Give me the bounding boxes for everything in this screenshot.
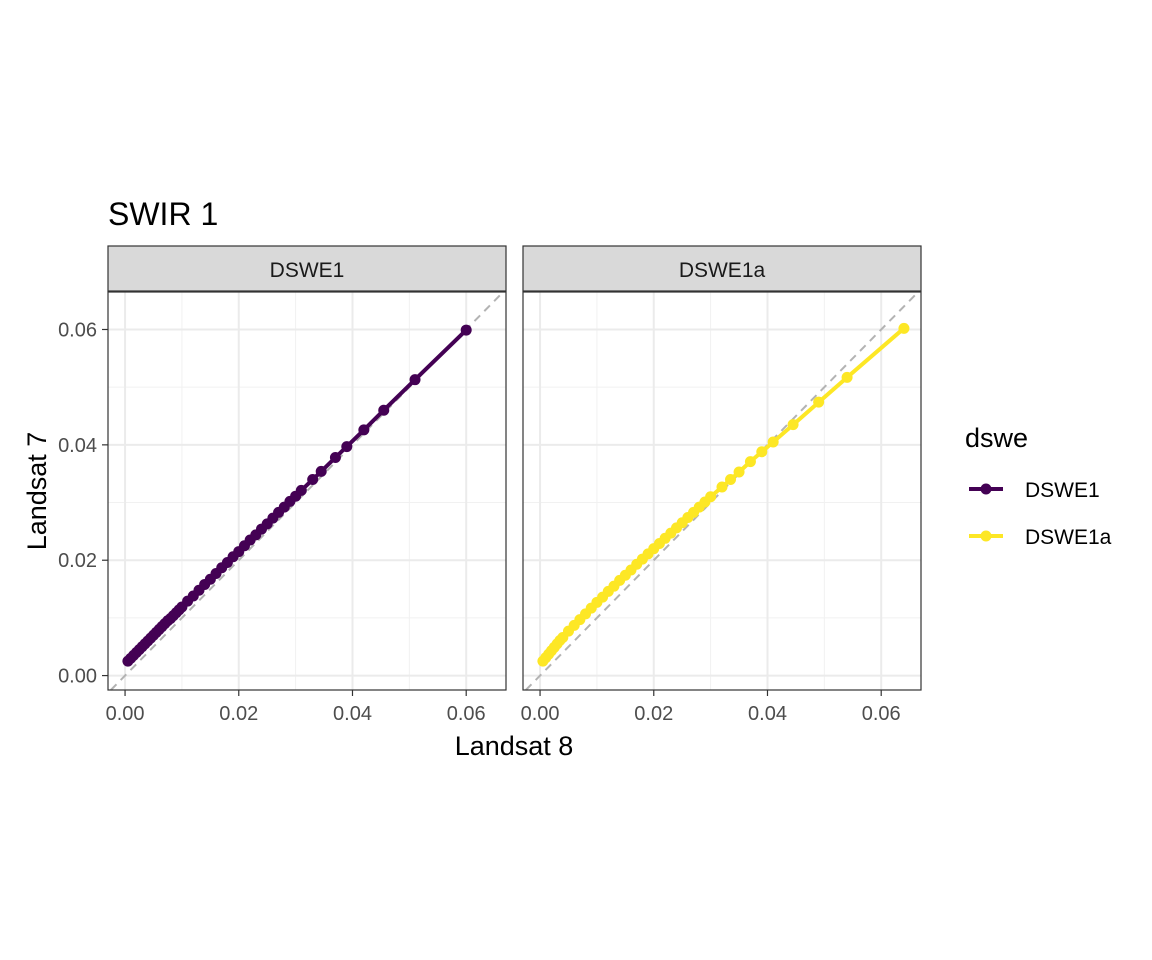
y-tick-label: 0.04 (58, 435, 97, 457)
x-tick-label: 0.06 (862, 703, 901, 725)
x-tick-label: 0.06 (447, 703, 486, 725)
x-tick-label: 0.02 (219, 703, 258, 725)
y-tick-label: 0.06 (58, 319, 97, 341)
data-point (841, 371, 853, 383)
data-point (716, 481, 728, 493)
data-point (409, 374, 421, 386)
reference-line-identity (525, 291, 919, 691)
y-tick-label: 0.00 (58, 666, 97, 688)
data-point (898, 322, 910, 334)
legend-label: DSWE1 (1025, 479, 1100, 502)
data-point (767, 436, 779, 448)
y-tick-label: 0.02 (58, 550, 97, 572)
x-tick-label: 0.00 (521, 703, 560, 725)
data-point (378, 404, 390, 416)
data-point (315, 465, 327, 477)
data-point (341, 441, 353, 453)
data-point (733, 466, 745, 478)
legend: dswe DSWE1 DSWE1a (965, 423, 1112, 549)
x-tick-label: 0.04 (333, 703, 372, 725)
data-point (705, 491, 717, 503)
x-tick-label: 0.00 (106, 703, 145, 725)
legend-title: dswe (965, 423, 1028, 453)
data-point (813, 396, 825, 408)
legend-key-point (980, 530, 992, 542)
panel-border (522, 291, 922, 691)
facet-panel-1: DSWE1 0.00 0.02 0.04 0.06 0.00 0.02 0.04 0.06 (58, 245, 507, 725)
data-point (460, 324, 472, 336)
legend-entry-DSWE1a: DSWE1a (969, 526, 1112, 549)
chart-title: SWIR 1 (108, 196, 218, 232)
legend-label: DSWE1a (1025, 526, 1112, 549)
facet-panel-2: DSWE1a 0.00 0.02 0.04 0.06 (521, 245, 922, 725)
data-point (787, 419, 799, 431)
data-point (756, 446, 768, 458)
x-axis-label: Landsat 8 (455, 731, 574, 761)
legend-key-point (980, 483, 992, 495)
facet-strip-label: DSWE1a (679, 259, 766, 282)
x-tick-label: 0.04 (748, 703, 787, 725)
panel-border (107, 291, 507, 691)
data-point (307, 473, 319, 485)
y-axis-label: Landsat 7 (22, 432, 52, 551)
data-point (358, 424, 370, 436)
data-point (329, 452, 341, 464)
facet-strip (522, 245, 922, 292)
x-tick-label: 0.02 (634, 703, 673, 725)
facet-strip (107, 245, 507, 292)
facet-strip-label: DSWE1 (270, 259, 345, 282)
data-point (725, 473, 737, 485)
data-point (744, 456, 756, 468)
legend-entry-DSWE1: DSWE1 (969, 479, 1100, 502)
data-point (295, 484, 307, 496)
